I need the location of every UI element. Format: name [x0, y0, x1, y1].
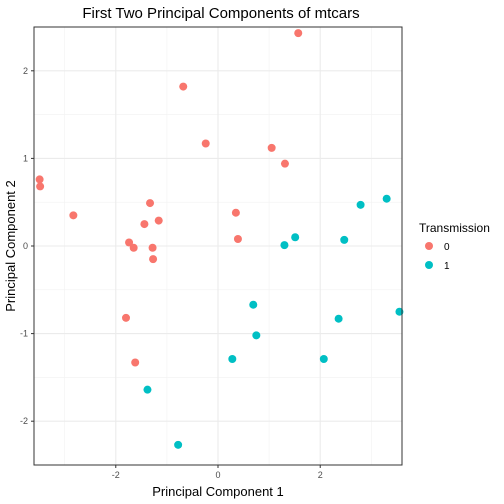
- data-point-transmission-0: [36, 182, 45, 191]
- legend-key-0: [425, 242, 433, 250]
- data-point-transmission-0: [154, 216, 163, 225]
- data-point-transmission-0: [280, 159, 289, 168]
- legend-label-1: 1: [444, 261, 450, 272]
- data-point-transmission-1: [356, 200, 365, 209]
- data-point-transmission-0: [129, 243, 138, 252]
- data-point-transmission-1: [280, 241, 289, 250]
- y-tick-label: -2: [20, 416, 28, 426]
- legend: Transmission 01: [419, 221, 490, 272]
- data-point-transmission-1: [334, 314, 343, 323]
- data-point-transmission-0: [69, 211, 78, 220]
- data-point-transmission-0: [35, 175, 44, 184]
- grid-lines: [34, 27, 402, 465]
- data-point-transmission-0: [140, 220, 149, 229]
- data-point-transmission-0: [201, 139, 210, 148]
- data-point-transmission-1: [249, 300, 258, 309]
- data-point-transmission-0: [146, 199, 155, 208]
- y-tick-label: 2: [23, 66, 28, 76]
- legend-label-0: 0: [444, 242, 450, 253]
- data-point-transmission-1: [228, 355, 237, 364]
- x-tick-label: -2: [112, 470, 120, 480]
- data-point-transmission-0: [148, 243, 157, 252]
- data-point-transmission-1: [395, 307, 404, 316]
- data-point-transmission-0: [267, 143, 276, 152]
- y-tick-label: 1: [23, 153, 28, 163]
- data-point-transmission-0: [122, 313, 130, 322]
- data-point-transmission-0: [294, 29, 303, 38]
- axis-ticks: -2 0 2 -2 -1 0 1 2: [20, 66, 323, 480]
- data-point-transmission-1: [291, 233, 300, 242]
- data-point-transmission-0: [131, 358, 140, 367]
- legend-items: 01: [425, 242, 450, 272]
- data-point-transmission-0: [179, 82, 188, 91]
- data-point-transmission-1: [252, 331, 261, 340]
- legend-key-1: [425, 261, 433, 269]
- legend-title: Transmission: [419, 221, 490, 235]
- x-axis-label: Principal Component 1: [152, 484, 284, 499]
- data-point-transmission-0: [125, 238, 134, 247]
- x-tick-label: 0: [215, 470, 220, 480]
- data-point-transmission-0: [149, 255, 158, 264]
- data-point-transmission-0: [233, 234, 242, 243]
- data-point-transmission-1: [174, 440, 183, 449]
- data-point-transmission-1: [143, 385, 152, 394]
- data-point-transmission-0: [231, 208, 240, 217]
- chart-title: First Two Principal Components of mtcars: [82, 5, 359, 22]
- y-axis-label: Principal Component 2: [3, 180, 18, 312]
- data-point-transmission-1: [319, 355, 328, 364]
- data-point-transmission-1: [340, 235, 349, 244]
- y-tick-label: 0: [23, 241, 28, 251]
- x-tick-label: 2: [318, 470, 323, 480]
- y-tick-label: -1: [20, 329, 28, 339]
- data-points: [35, 29, 404, 449]
- data-point-transmission-1: [382, 194, 391, 203]
